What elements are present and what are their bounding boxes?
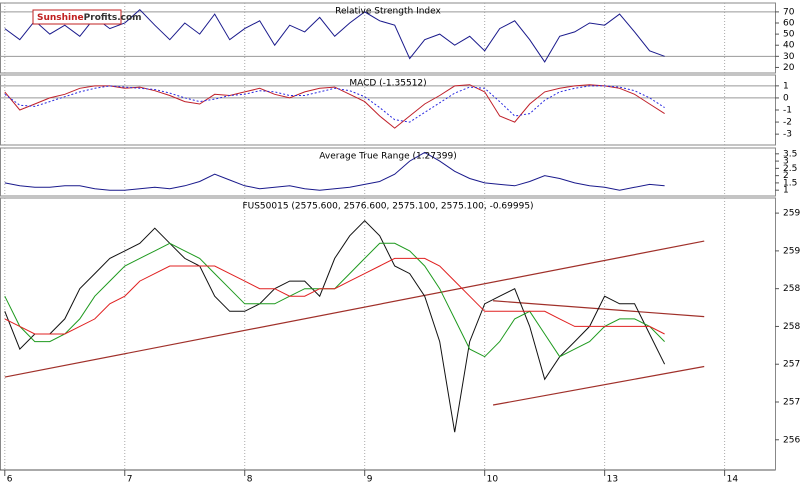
y-tick-label: 40 xyxy=(783,41,795,51)
y-tick-label: 30 xyxy=(783,52,795,62)
series-line xyxy=(4,219,666,433)
x-tick-label: 13 xyxy=(607,475,618,485)
y-tick-label: 2570 xyxy=(783,398,800,408)
y-tick-label: -2 xyxy=(783,118,792,128)
trend-line xyxy=(4,240,705,378)
series-line xyxy=(4,9,665,63)
x-tick-label: 9 xyxy=(367,475,373,485)
panel-title: MACD (-1.35512) xyxy=(349,79,426,89)
y-tick-label: 2585 xyxy=(783,284,800,294)
y-tick-label: 2590 xyxy=(783,246,800,256)
series-line xyxy=(4,151,665,191)
series-line xyxy=(4,257,665,335)
y-tick-label: 3 xyxy=(783,157,789,167)
logo: SunshineProfits.com xyxy=(32,9,142,25)
y-tick-label: -3 xyxy=(783,130,792,140)
logo-box xyxy=(32,9,122,25)
y-tick-label: 2.5 xyxy=(783,164,797,174)
y-tick-label: 70 xyxy=(783,7,795,17)
panel-title: FUS50015 (2575.600, 2576.600, 2575.100, … xyxy=(242,202,533,212)
panel-frame xyxy=(0,147,776,197)
panel-title: Relative Strength Index xyxy=(335,7,441,17)
y-tick-label: 2575 xyxy=(783,360,800,370)
panel-title: Average True Range (1.27399) xyxy=(319,152,456,162)
logo-first: Sunshine xyxy=(37,13,84,23)
series-line xyxy=(4,85,665,123)
y-tick-label: 1 xyxy=(783,186,789,196)
y-tick-label: 60 xyxy=(783,19,795,29)
x-tick-label: 6 xyxy=(7,475,13,485)
y-tick-label: 50 xyxy=(783,30,795,40)
logo-text: SunshineProfits.com xyxy=(37,13,142,23)
x-tick-label: 14 xyxy=(727,475,739,485)
y-tick-label: 0 xyxy=(783,93,789,103)
y-tick-label: 1.5 xyxy=(783,178,797,188)
y-tick-label: 2 xyxy=(783,171,789,181)
y-tick-label: 2565 xyxy=(783,435,800,445)
y-tick-label: 2580 xyxy=(783,322,800,332)
y-tick-label: 20 xyxy=(783,63,795,73)
x-tick-label: 7 xyxy=(127,475,133,485)
y-tick-label: 1 xyxy=(783,81,789,91)
x-tick-label: 10 xyxy=(487,475,499,485)
logo-second: Profits.com xyxy=(84,13,142,23)
x-tick-label: 8 xyxy=(247,475,253,485)
y-tick-label: 3.5 xyxy=(783,149,797,159)
y-tick-label: 2595 xyxy=(783,209,800,219)
trend-line xyxy=(492,365,705,406)
y-tick-label: -1 xyxy=(783,106,792,116)
panel-frame xyxy=(0,2,776,74)
